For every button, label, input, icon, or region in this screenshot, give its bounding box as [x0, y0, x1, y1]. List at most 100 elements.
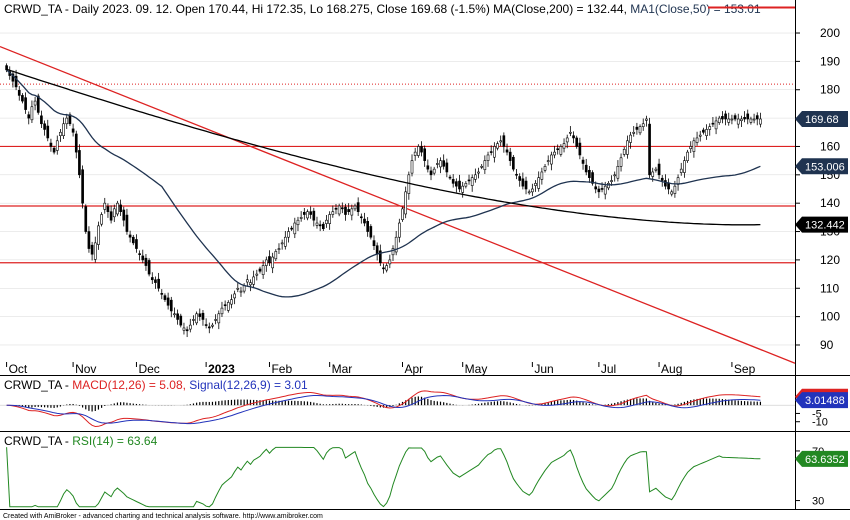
- candle-body: [470, 177, 474, 186]
- candle-body: [499, 140, 503, 143]
- candle-body: [65, 117, 69, 125]
- candle-body: [404, 191, 408, 215]
- candle-body: [632, 131, 636, 134]
- candle-body: [505, 149, 509, 153]
- candle-body: [401, 208, 404, 220]
- price-tick-label: 100: [820, 310, 840, 324]
- candle-body: [493, 146, 496, 158]
- candle-body: [648, 123, 651, 176]
- close-price-tag-bg: [795, 111, 848, 128]
- candle-body: [375, 245, 379, 255]
- candle-body: [695, 137, 699, 143]
- candle-body: [141, 255, 145, 261]
- price-lines: [6, 68, 761, 298]
- candle-body: [325, 219, 328, 224]
- candle-body: [280, 242, 284, 245]
- candle-body: [201, 312, 205, 320]
- candle-body: [442, 160, 446, 167]
- candle-body: [287, 231, 290, 238]
- candle-body: [407, 174, 411, 194]
- candle-body: [467, 179, 471, 182]
- signal-label: Signal(12,26,9) = 3.01: [189, 378, 308, 392]
- candle-body: [144, 257, 148, 266]
- candle-body: [683, 160, 686, 173]
- candle-body: [543, 166, 547, 171]
- candle-body: [689, 146, 693, 150]
- candle-body: [328, 214, 331, 224]
- candle-body: [489, 151, 493, 153]
- candle-body: [385, 265, 388, 271]
- candle-body: [496, 143, 499, 149]
- candle-body: [572, 135, 575, 139]
- candle-body: [394, 236, 398, 253]
- candle-body: [708, 126, 712, 130]
- candle-body: [296, 219, 300, 226]
- candle-body: [714, 120, 718, 130]
- candle-body: [439, 160, 442, 168]
- candle-body: [724, 113, 727, 120]
- signal-value-tag-bg: [795, 392, 848, 409]
- candle-body: [252, 276, 255, 285]
- candle-body: [607, 183, 610, 189]
- candle-body: [87, 231, 91, 249]
- candle-body: [534, 183, 537, 186]
- candle-body: [451, 179, 455, 184]
- candle-body: [109, 211, 113, 221]
- candle-body: [112, 208, 116, 218]
- candle-body: [59, 131, 62, 136]
- rsi-header: CRWD_TA - RSI(14) = 63.64: [4, 434, 158, 448]
- candle-body: [230, 299, 233, 305]
- candle-body: [90, 244, 94, 255]
- candle-body: [17, 90, 21, 96]
- candle-body: [626, 140, 629, 155]
- candle-body: [116, 202, 119, 215]
- candle-body: [594, 186, 598, 190]
- candle-body: [312, 210, 316, 221]
- candle-body: [382, 267, 385, 270]
- price-tick-label: 110: [820, 281, 839, 295]
- candle-body: [74, 133, 78, 153]
- candle-body: [217, 313, 221, 324]
- candle-body: [480, 166, 484, 168]
- candle-body: [157, 278, 160, 289]
- candle-body: [429, 170, 433, 176]
- candle-body: [46, 125, 50, 139]
- x-tick-label: Nov: [75, 362, 96, 376]
- candle-body: [486, 154, 490, 161]
- candle-body: [283, 236, 287, 247]
- candle-body: [670, 191, 674, 195]
- candle-body: [290, 227, 293, 230]
- candle-body: [188, 324, 192, 330]
- candle-body: [166, 297, 170, 306]
- candle-body: [391, 248, 395, 256]
- candle-body: [214, 319, 217, 321]
- candle-body: [673, 185, 677, 194]
- candle-body: [198, 313, 202, 317]
- candle-body: [702, 129, 705, 133]
- candle-body: [569, 131, 572, 134]
- candle-body: [204, 324, 208, 326]
- x-tick-label: Aug: [661, 362, 682, 376]
- candle-body: [119, 204, 122, 212]
- candle-body: [698, 134, 702, 137]
- candle-body: [600, 188, 604, 190]
- candle-body: [679, 168, 683, 173]
- candle-body: [660, 177, 664, 181]
- candle-body: [71, 128, 75, 133]
- candle-body: [455, 181, 458, 187]
- candle-body: [432, 168, 436, 174]
- candle-body: [40, 115, 43, 125]
- rsi-line: [6, 446, 761, 508]
- candle-body: [21, 95, 24, 102]
- candle-body: [515, 173, 518, 176]
- price-tick-label: 120: [820, 253, 840, 267]
- candle-body: [610, 180, 613, 182]
- candle-body: [179, 315, 183, 326]
- candle-body: [686, 151, 689, 161]
- ma200-line: [6, 68, 761, 226]
- candle-body: [97, 225, 100, 245]
- ma50-header: MA1(Close,50) = 153.01: [630, 2, 761, 16]
- candle-body: [736, 118, 740, 125]
- candle-body: [388, 259, 392, 265]
- candle-body: [353, 205, 357, 210]
